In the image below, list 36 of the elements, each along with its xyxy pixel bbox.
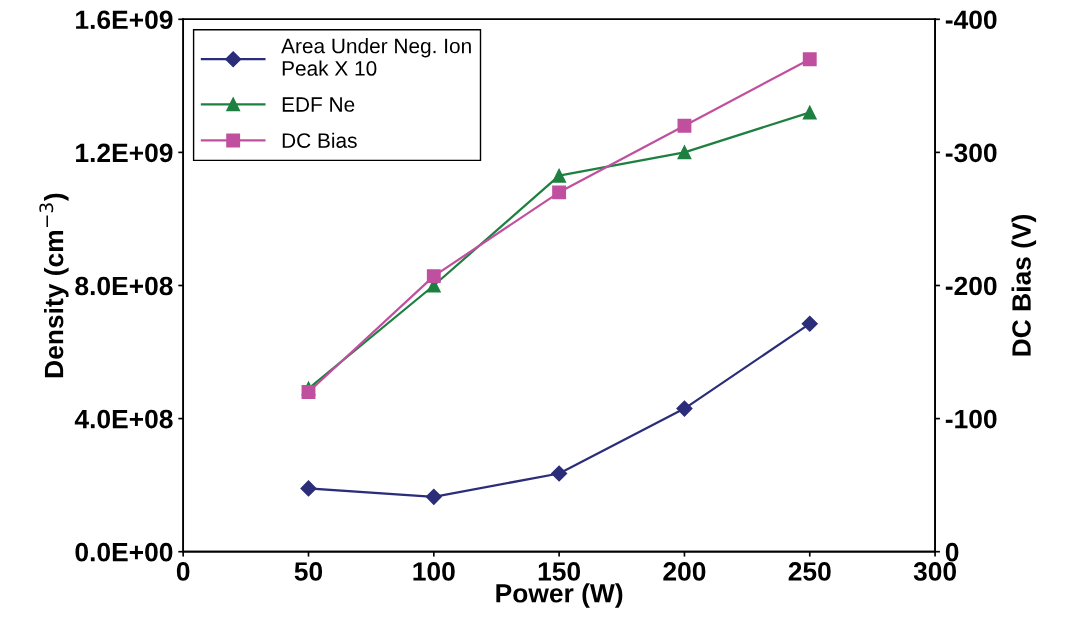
point [676, 400, 693, 417]
point [802, 52, 817, 67]
y-tick-label: 8.0E+08 [75, 276, 173, 296]
point [426, 269, 441, 284]
y-tick-label: 1.2E+09 [76, 143, 173, 163]
x-tick-label: 0 [176, 562, 190, 581]
x-axis-title: Power (W) [496, 583, 623, 608]
x-tick-label: 250 [788, 562, 831, 581]
y-tick-label: 4.0E+08 [74, 409, 173, 429]
point [677, 118, 692, 133]
point [801, 315, 818, 332]
x-tick-label: 100 [413, 562, 455, 581]
point [551, 465, 568, 482]
y2-axis-title: DC Bias (V) [1011, 214, 1037, 356]
y-axis-title: Density (cm$^{−3}$) [39, 193, 69, 378]
point [552, 168, 567, 183]
point [802, 105, 817, 120]
point [301, 385, 316, 399]
legend-label: EDF Ne [282, 97, 355, 112]
y2-tick-label: -100 [945, 409, 997, 429]
x-tick-label: 50 [294, 562, 323, 581]
point [677, 145, 692, 160]
x-tick-label: 300 [913, 562, 956, 581]
y2-tick-label: -200 [945, 276, 997, 296]
y2-tick-label: -300 [945, 143, 997, 163]
point [300, 480, 317, 497]
x-tick-label: 200 [663, 562, 706, 581]
point [425, 488, 442, 505]
y-tick-label: 1.6E+09 [76, 10, 173, 30]
x-tick-label: 150 [538, 562, 581, 581]
legend-label: Area Under Neg. Ion Peak X 10 [281, 38, 471, 76]
y2-tick-label: 0 [945, 542, 959, 562]
y2-tick-label: -400 [945, 10, 997, 30]
point [552, 185, 567, 200]
y-tick-label: 0.0E+00 [75, 542, 173, 562]
legend-label: DC Bias [282, 132, 357, 148]
